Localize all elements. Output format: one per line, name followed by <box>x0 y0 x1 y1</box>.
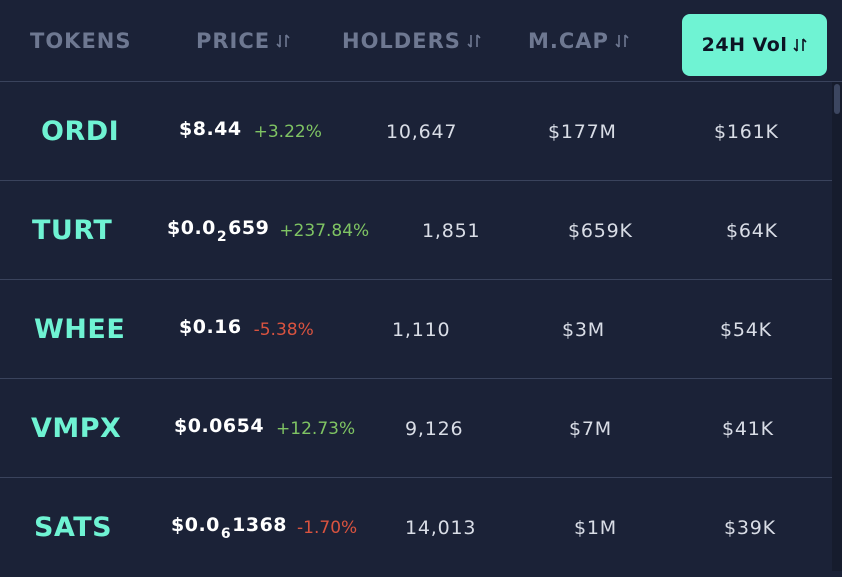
sort-icon <box>615 33 629 49</box>
token-row[interactable]: VMPX $0.0654 +12.73% 9,126 $7M $41K <box>0 379 832 478</box>
price-cell: $0.02659 +237.84% <box>167 181 369 280</box>
price-change: -1.70% <box>297 517 358 538</box>
token-price: $0.16 <box>179 315 242 338</box>
token-symbol[interactable]: TURT <box>32 215 113 246</box>
table-header: TOKENS PRICE HOLDERS M.CAP 24H Vol <box>0 0 842 82</box>
scrollbar[interactable] <box>832 82 842 571</box>
market-cap: $7M <box>569 417 612 440</box>
price-cell: $0.0654 +12.73% <box>174 379 355 478</box>
mcap-header-label: M.CAP <box>528 29 609 53</box>
volume-24h: $161K <box>714 120 779 143</box>
volume-24h: $64K <box>726 219 778 242</box>
price-change: +12.73% <box>276 418 356 439</box>
holders-count: 10,647 <box>386 120 458 143</box>
token-price: $0.061368 <box>171 513 288 542</box>
vol-24h-sort-button[interactable]: 24H Vol <box>682 14 827 76</box>
token-price: $0.02659 <box>167 216 270 245</box>
mcap-column-header[interactable]: M.CAP <box>528 0 629 82</box>
tokens-column-header: TOKENS <box>30 0 132 82</box>
price-change: -5.38% <box>253 319 314 340</box>
token-row[interactable]: WHEE $0.16 -5.38% 1,110 $3M $54K <box>0 280 832 379</box>
token-symbol[interactable]: SATS <box>34 512 113 543</box>
token-symbol[interactable]: WHEE <box>34 314 126 345</box>
token-symbol[interactable]: ORDI <box>41 116 120 147</box>
sort-icon <box>793 37 807 53</box>
sort-icon <box>276 33 290 49</box>
holders-column-header[interactable]: HOLDERS <box>342 0 481 82</box>
market-cap: $659K <box>568 219 633 242</box>
token-price: $0.0654 <box>174 414 265 437</box>
token-price: $8.44 <box>179 117 242 140</box>
token-row[interactable]: SATS $0.061368 -1.70% 14,013 $1M $39K <box>0 478 832 577</box>
holders-count: 1,110 <box>392 318 451 341</box>
tokens-header-label: TOKENS <box>30 29 132 53</box>
vol-header-label: 24H Vol <box>701 34 788 56</box>
token-row[interactable]: ORDI $8.44 +3.22% 10,647 $177M $161K <box>0 82 832 181</box>
market-cap: $177M <box>548 120 617 143</box>
volume-24h: $54K <box>720 318 772 341</box>
holders-header-label: HOLDERS <box>342 29 461 53</box>
scrollbar-thumb[interactable] <box>834 84 840 114</box>
volume-24h: $39K <box>724 516 776 539</box>
token-list: ORDI $8.44 +3.22% 10,647 $177M $161K TUR… <box>0 82 832 577</box>
price-change: +237.84% <box>279 220 370 241</box>
market-cap: $3M <box>562 318 605 341</box>
volume-24h: $41K <box>722 417 774 440</box>
price-change: +3.22% <box>253 121 322 142</box>
holders-count: 14,013 <box>405 516 477 539</box>
price-cell: $8.44 +3.22% <box>179 82 322 181</box>
price-cell: $0.16 -5.38% <box>179 280 314 379</box>
market-cap: $1M <box>574 516 617 539</box>
holders-count: 9,126 <box>405 417 464 440</box>
holders-count: 1,851 <box>422 219 481 242</box>
sort-icon <box>467 33 481 49</box>
price-header-label: PRICE <box>196 29 271 53</box>
price-column-header[interactable]: PRICE <box>196 0 290 82</box>
token-symbol[interactable]: VMPX <box>31 413 122 444</box>
token-row[interactable]: TURT $0.02659 +237.84% 1,851 $659K $64K <box>0 181 832 280</box>
price-cell: $0.061368 -1.70% <box>171 478 357 577</box>
